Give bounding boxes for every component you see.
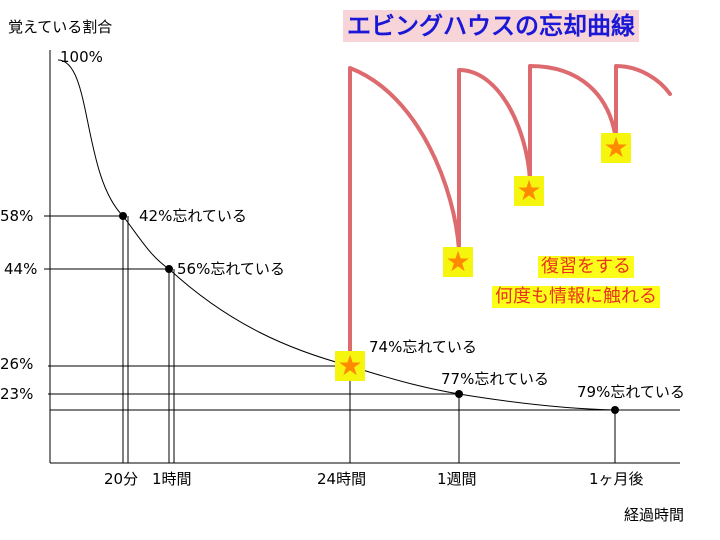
review-curve-3 — [528, 64, 618, 182]
star-icon: ★ — [443, 247, 473, 277]
x-tick-20min: 20分 — [104, 470, 139, 488]
x-tick-1week: 1週間 — [437, 470, 477, 488]
point-label-1month: 79%忘れている — [577, 383, 685, 401]
data-point — [119, 212, 127, 220]
data-point — [611, 406, 619, 414]
point-label-1hour: 56%忘れている — [177, 260, 285, 278]
review-note-line1: 復習をする — [538, 256, 634, 278]
data-point — [165, 265, 173, 273]
star-icon: ★ — [601, 133, 631, 163]
y-tick-44: 44% — [4, 260, 38, 278]
y-tick-26: 26% — [0, 355, 34, 373]
forgetting-curve-line — [57, 59, 616, 411]
review-curve-1 — [348, 66, 461, 368]
star-icon: ★ — [335, 351, 365, 381]
x-tick-1month: 1ヶ月後 — [589, 470, 644, 488]
y-tick-58: 58% — [0, 207, 34, 225]
x-tick-1hour: 1時間 — [152, 470, 192, 488]
y-axis-label: 覚えている割合 — [8, 18, 113, 36]
point-label-24hours: 74%忘れている — [369, 338, 477, 356]
review-curve-2 — [457, 68, 532, 252]
x-axis-label: 経過時間 — [624, 506, 685, 524]
review-curve-4 — [614, 64, 672, 142]
point-label-1week: 77%忘れている — [441, 370, 549, 388]
data-point — [455, 390, 463, 398]
y-tick-23: 23% — [0, 385, 34, 403]
chart-title: エビングハウスの忘却曲線 — [343, 10, 639, 42]
point-label-20min: 42%忘れている — [139, 207, 247, 225]
star-icon: ★ — [514, 176, 544, 206]
review-note-line2: 何度も情報に触れる — [492, 286, 660, 308]
y-tick-100: 100% — [60, 48, 103, 66]
x-tick-24hours: 24時間 — [317, 470, 367, 488]
